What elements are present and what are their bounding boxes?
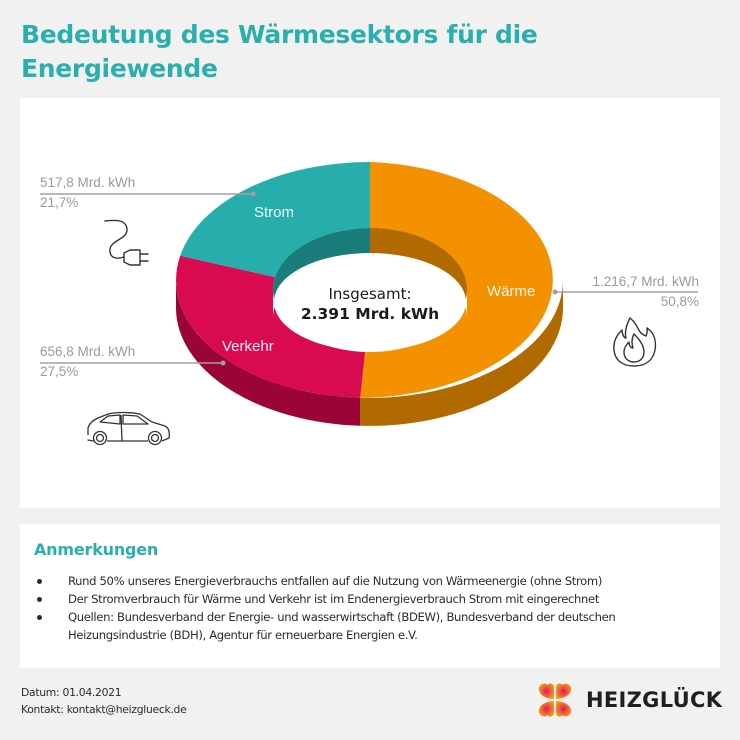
footer-meta: Datum: 01.04.2021 Kontakt: kontakt@heizg… [21,684,187,718]
segment-verkehr[interactable] [176,255,366,398]
notes-list: Rund 50% unseres Energieverbrauchs entfa… [34,572,706,644]
segment-label-verkehr: Verkehr [222,338,274,355]
verkehr-side-wall [176,280,361,426]
callout-verkehr: 656,8 Mrd. kWh 27,5% [40,342,135,382]
callout-percent: 27,5% [40,364,79,379]
car-icon [87,411,171,446]
callout-value: 1.216,7 Mrd. kWh [592,274,699,289]
notes-card: Anmerkungen Rund 50% unseres Energieverb… [20,524,720,668]
center-total: 2.391 Mrd. kWh [300,305,440,323]
plug-icon [104,219,149,266]
callout-value: 517,8 Mrd. kWh [40,175,136,190]
waerme-inner-wall [370,228,467,318]
note-item: Quellen: Bundesverband der Energie- und … [34,608,706,644]
brand-logo[interactable]: HEIZGLÜCK [536,680,722,720]
callout-percent: 21,7% [40,195,79,210]
chart-card: 517,8 Mrd. kWh 21,7% 656,8 Mrd. kWh 27,5… [20,98,720,508]
footer-contact: Kontakt: kontakt@heizglueck.de [21,703,187,716]
center-caption: Insgesamt: [328,285,412,303]
callout-waerme: 1.216,7 Mrd. kWh 50,8% [560,272,699,312]
brand-name: HEIZGLÜCK [586,688,723,712]
callout-value: 656,8 Mrd. kWh [40,344,136,359]
note-item: Rund 50% unseres Energieverbrauchs entfa… [34,572,706,590]
donut-chart [40,162,698,446]
notes-title: Anmerkungen [34,540,159,559]
page-title: Bedeutung des Wärmesektors für die Energ… [21,20,538,83]
waerme-side-wall [360,280,563,426]
note-item: Der Stromverbrauch für Wärme und Verkehr… [34,590,706,608]
flame-icon [613,317,657,367]
segment-waerme[interactable] [360,162,553,398]
callout-strom: 517,8 Mrd. kWh 21,7% [40,173,135,213]
strom-inner-wall [273,228,370,318]
segment-label-strom: Strom [254,204,295,221]
clover-logo-icon [538,683,572,717]
footer-date: Datum: 01.04.2021 [21,686,122,699]
segment-strom[interactable] [180,162,370,278]
callout-percent: 50,8% [660,294,699,309]
segment-label-waerme: Wärme [487,283,536,300]
chart-center-label: Insgesamt: 2.391 Mrd. kWh [290,284,450,324]
